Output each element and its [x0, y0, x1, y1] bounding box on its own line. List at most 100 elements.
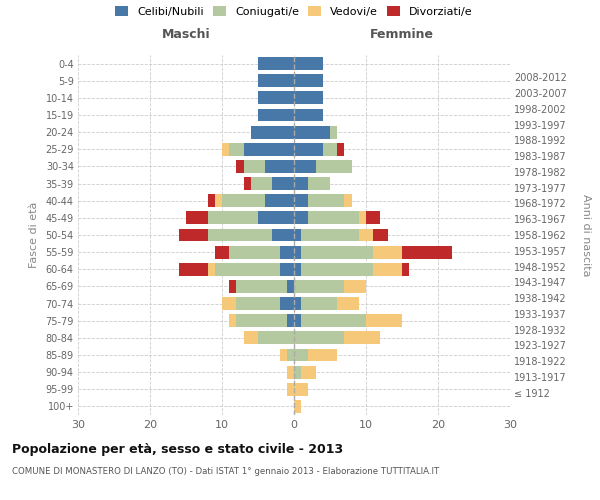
- Bar: [301, 246, 373, 258]
- Bar: [258, 108, 294, 122]
- Bar: [229, 246, 280, 258]
- Bar: [186, 212, 208, 224]
- Y-axis label: Anni di nascita: Anni di nascita: [581, 194, 591, 276]
- Bar: [359, 228, 373, 241]
- Bar: [258, 57, 294, 70]
- Bar: [344, 194, 352, 207]
- Text: COMUNE DI MONASTERO DI LANZO (TO) - Dati ISTAT 1° gennaio 2013 - Elaborazione TU: COMUNE DI MONASTERO DI LANZO (TO) - Dati…: [12, 468, 439, 476]
- Bar: [402, 263, 409, 276]
- Bar: [208, 228, 272, 241]
- Bar: [179, 263, 208, 276]
- Bar: [236, 314, 287, 327]
- Bar: [294, 348, 308, 362]
- Bar: [179, 228, 208, 241]
- Bar: [215, 246, 229, 258]
- Bar: [222, 194, 265, 207]
- Bar: [287, 383, 294, 396]
- Bar: [272, 228, 294, 241]
- Bar: [308, 348, 337, 362]
- Bar: [215, 194, 222, 207]
- Bar: [222, 297, 236, 310]
- Bar: [287, 366, 294, 378]
- Bar: [280, 263, 294, 276]
- Bar: [366, 314, 402, 327]
- Bar: [337, 297, 359, 310]
- Bar: [308, 194, 344, 207]
- Bar: [294, 92, 323, 104]
- Bar: [301, 314, 366, 327]
- Bar: [294, 228, 301, 241]
- Bar: [258, 74, 294, 87]
- Bar: [308, 177, 330, 190]
- Bar: [280, 297, 294, 310]
- Bar: [294, 263, 301, 276]
- Bar: [251, 177, 272, 190]
- Bar: [287, 314, 294, 327]
- Text: Maschi: Maschi: [161, 28, 211, 42]
- Bar: [287, 348, 294, 362]
- Bar: [294, 57, 323, 70]
- Bar: [229, 314, 236, 327]
- Bar: [294, 177, 308, 190]
- Bar: [294, 297, 301, 310]
- Bar: [222, 143, 229, 156]
- Bar: [244, 177, 251, 190]
- Bar: [258, 212, 294, 224]
- Bar: [294, 212, 308, 224]
- Bar: [215, 263, 280, 276]
- Bar: [402, 246, 452, 258]
- Bar: [294, 108, 323, 122]
- Bar: [344, 280, 366, 293]
- Bar: [316, 160, 352, 173]
- Bar: [265, 194, 294, 207]
- Bar: [294, 400, 301, 413]
- Bar: [294, 280, 344, 293]
- Bar: [301, 297, 337, 310]
- Bar: [236, 280, 287, 293]
- Bar: [244, 160, 265, 173]
- Bar: [272, 177, 294, 190]
- Bar: [344, 332, 380, 344]
- Bar: [366, 212, 380, 224]
- Y-axis label: Fasce di età: Fasce di età: [29, 202, 38, 268]
- Bar: [294, 74, 323, 87]
- Bar: [294, 126, 330, 138]
- Bar: [265, 160, 294, 173]
- Text: Femmine: Femmine: [370, 28, 434, 42]
- Bar: [294, 314, 301, 327]
- Bar: [244, 332, 258, 344]
- Bar: [208, 212, 258, 224]
- Bar: [294, 383, 308, 396]
- Bar: [280, 246, 294, 258]
- Bar: [258, 92, 294, 104]
- Bar: [359, 212, 366, 224]
- Bar: [294, 143, 323, 156]
- Bar: [229, 280, 236, 293]
- Text: Popolazione per età, sesso e stato civile - 2013: Popolazione per età, sesso e stato civil…: [12, 442, 343, 456]
- Bar: [373, 228, 388, 241]
- Bar: [208, 194, 215, 207]
- Bar: [301, 366, 316, 378]
- Bar: [294, 160, 316, 173]
- Bar: [294, 332, 344, 344]
- Bar: [287, 280, 294, 293]
- Bar: [229, 143, 244, 156]
- Bar: [294, 246, 301, 258]
- Bar: [337, 143, 344, 156]
- Legend: Celibi/Nubili, Coniugati/e, Vedovi/e, Divorziati/e: Celibi/Nubili, Coniugati/e, Vedovi/e, Di…: [112, 3, 476, 20]
- Bar: [258, 332, 294, 344]
- Bar: [373, 263, 402, 276]
- Bar: [280, 348, 287, 362]
- Bar: [251, 126, 294, 138]
- Bar: [301, 228, 359, 241]
- Bar: [236, 297, 280, 310]
- Bar: [301, 263, 373, 276]
- Bar: [236, 160, 244, 173]
- Bar: [244, 143, 294, 156]
- Bar: [208, 263, 215, 276]
- Bar: [323, 143, 337, 156]
- Bar: [308, 212, 359, 224]
- Bar: [330, 126, 337, 138]
- Bar: [373, 246, 402, 258]
- Bar: [294, 194, 308, 207]
